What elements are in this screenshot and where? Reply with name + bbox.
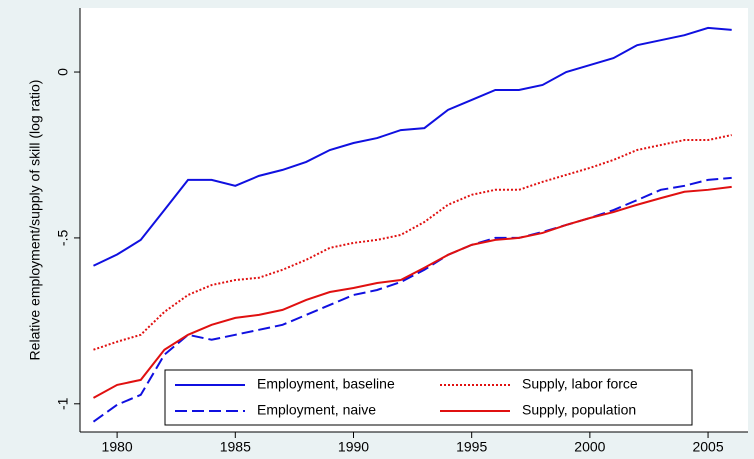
legend-label: Employment, baseline bbox=[257, 376, 395, 392]
x-tick-label: 2005 bbox=[692, 439, 723, 455]
y-axis-title: Relative employment/supply of skill (log… bbox=[27, 80, 43, 361]
series-line bbox=[93, 134, 732, 351]
plot-area bbox=[80, 8, 748, 432]
legend-box bbox=[164, 369, 693, 426]
x-tick-label: 2000 bbox=[574, 439, 605, 455]
series-line bbox=[92, 176, 732, 423]
legend-label: Supply, labor force bbox=[522, 376, 638, 392]
y-tick-label: 0 bbox=[55, 68, 71, 76]
x-tick-label: 1990 bbox=[338, 439, 369, 455]
x-tick-label: 1995 bbox=[456, 439, 487, 455]
series-line bbox=[93, 26, 732, 267]
y-tick-label: -1 bbox=[55, 397, 71, 410]
x-tick-label: 1980 bbox=[102, 439, 133, 455]
x-tick-label: 1985 bbox=[220, 439, 251, 455]
legend-label: Employment, naive bbox=[257, 402, 376, 418]
series-line bbox=[92, 185, 732, 399]
legend-label: Supply, population bbox=[522, 402, 636, 418]
y-tick-label: -.5 bbox=[55, 230, 71, 247]
